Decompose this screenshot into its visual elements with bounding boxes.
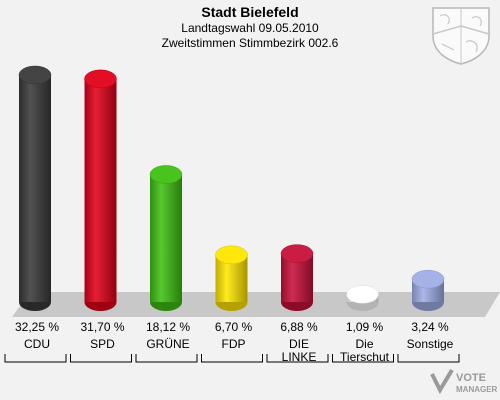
value-label: 1,09 %	[346, 320, 384, 334]
category-label: CDU	[24, 337, 50, 351]
bar-fdp	[215, 245, 248, 311]
value-label: 18,12 %	[146, 320, 190, 334]
watermark-line2: MANAGER	[456, 385, 498, 394]
chart-title: Stadt Bielefeld	[201, 4, 299, 20]
bars-group	[18, 65, 445, 311]
axis-bracket	[332, 354, 394, 363]
category-label: FDP	[222, 337, 246, 351]
vote-manager-logo: VOTE MANAGER	[430, 368, 498, 395]
axis-bracket	[397, 354, 460, 363]
value-label: 32,25 %	[15, 320, 59, 334]
chart-subtitle-2: Zweitstimmen Stimmbezirk 002.6	[161, 36, 339, 50]
category-label: LINKE	[282, 350, 317, 364]
axis-bracket	[70, 354, 132, 363]
value-label: 31,70 %	[80, 320, 124, 334]
bar-die-tierschut	[346, 285, 379, 311]
category-label: Tierschut	[340, 350, 390, 364]
axis-bracket	[266, 354, 329, 363]
coat-of-arms-logo	[432, 7, 490, 65]
bar-sonstige	[411, 269, 445, 311]
category-label: GRÜNE	[146, 337, 189, 351]
value-labels-group: 32,25 % 31,70 % 18,12 % 6,70 % 6,88 % 1,09 % 3…	[15, 320, 449, 334]
category-label: SPD	[90, 337, 115, 351]
bar-cdu	[18, 65, 52, 311]
axis-bracket	[135, 354, 198, 363]
category-label: Sonstige	[407, 337, 454, 351]
value-label: 6,70 %	[215, 320, 253, 334]
chart-subtitle: Landtagswahl 09.05.2010	[181, 21, 319, 35]
value-label: 3,24 %	[411, 320, 449, 334]
axis-bracket	[4, 354, 67, 363]
axis-bracket	[201, 354, 263, 363]
category-label: DIE	[289, 337, 309, 351]
category-label: Die	[355, 337, 373, 351]
bar-gr-ne	[149, 165, 183, 311]
watermark-line1: VOTE	[456, 372, 486, 384]
bar-spd	[84, 69, 117, 311]
bar-die-linke	[280, 244, 314, 311]
value-label: 6,88 %	[280, 320, 318, 334]
